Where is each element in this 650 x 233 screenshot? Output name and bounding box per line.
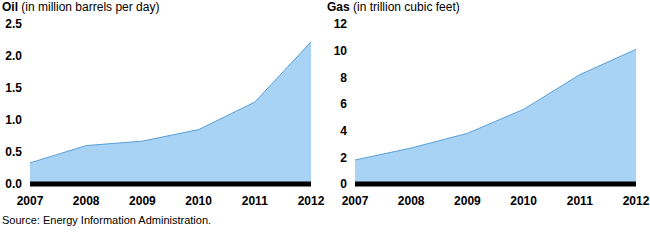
svg-text:2012: 2012: [298, 194, 325, 208]
svg-text:2007: 2007: [342, 194, 369, 208]
html-text:Gas (in trillion cubic feet): Gas (in trillion cubic feet): [327, 0, 460, 14]
svg-text:2008: 2008: [73, 194, 100, 208]
svg-text:2012: 2012: [623, 194, 642, 208]
svg-text:8: 8: [340, 71, 347, 85]
html-text:Source: Energy Information Adm: Source: Energy Information Administratio…: [2, 214, 212, 226]
svg-text:0: 0: [340, 177, 347, 191]
svg-text:2010: 2010: [185, 194, 212, 208]
svg-text:1.0: 1.0: [8, 113, 22, 127]
svg-text:10: 10: [334, 44, 348, 58]
svg-text:0.0: 0.0: [8, 177, 22, 191]
svg-text:2011: 2011: [567, 194, 593, 208]
svg-text:4: 4: [340, 124, 347, 138]
svg-text:6: 6: [340, 97, 347, 111]
svg-text:2008: 2008: [398, 194, 425, 208]
svg-text:0.5: 0.5: [8, 145, 22, 159]
svg-text:2.0: 2.0: [8, 49, 22, 63]
svg-text:2010: 2010: [510, 194, 537, 208]
svg-text:2007: 2007: [17, 194, 44, 208]
svg-text:2.5: 2.5: [8, 17, 22, 31]
html-text:Oil (in million barrels per da: Oil (in million barrels per day): [2, 0, 160, 14]
svg-text:12: 12: [334, 17, 348, 31]
svg-text:2009: 2009: [454, 194, 481, 208]
svg-text:2009: 2009: [129, 194, 156, 208]
svg-text:2011: 2011: [242, 194, 268, 208]
svg-text:2: 2: [340, 151, 347, 165]
svg-text:1.5: 1.5: [8, 81, 22, 95]
